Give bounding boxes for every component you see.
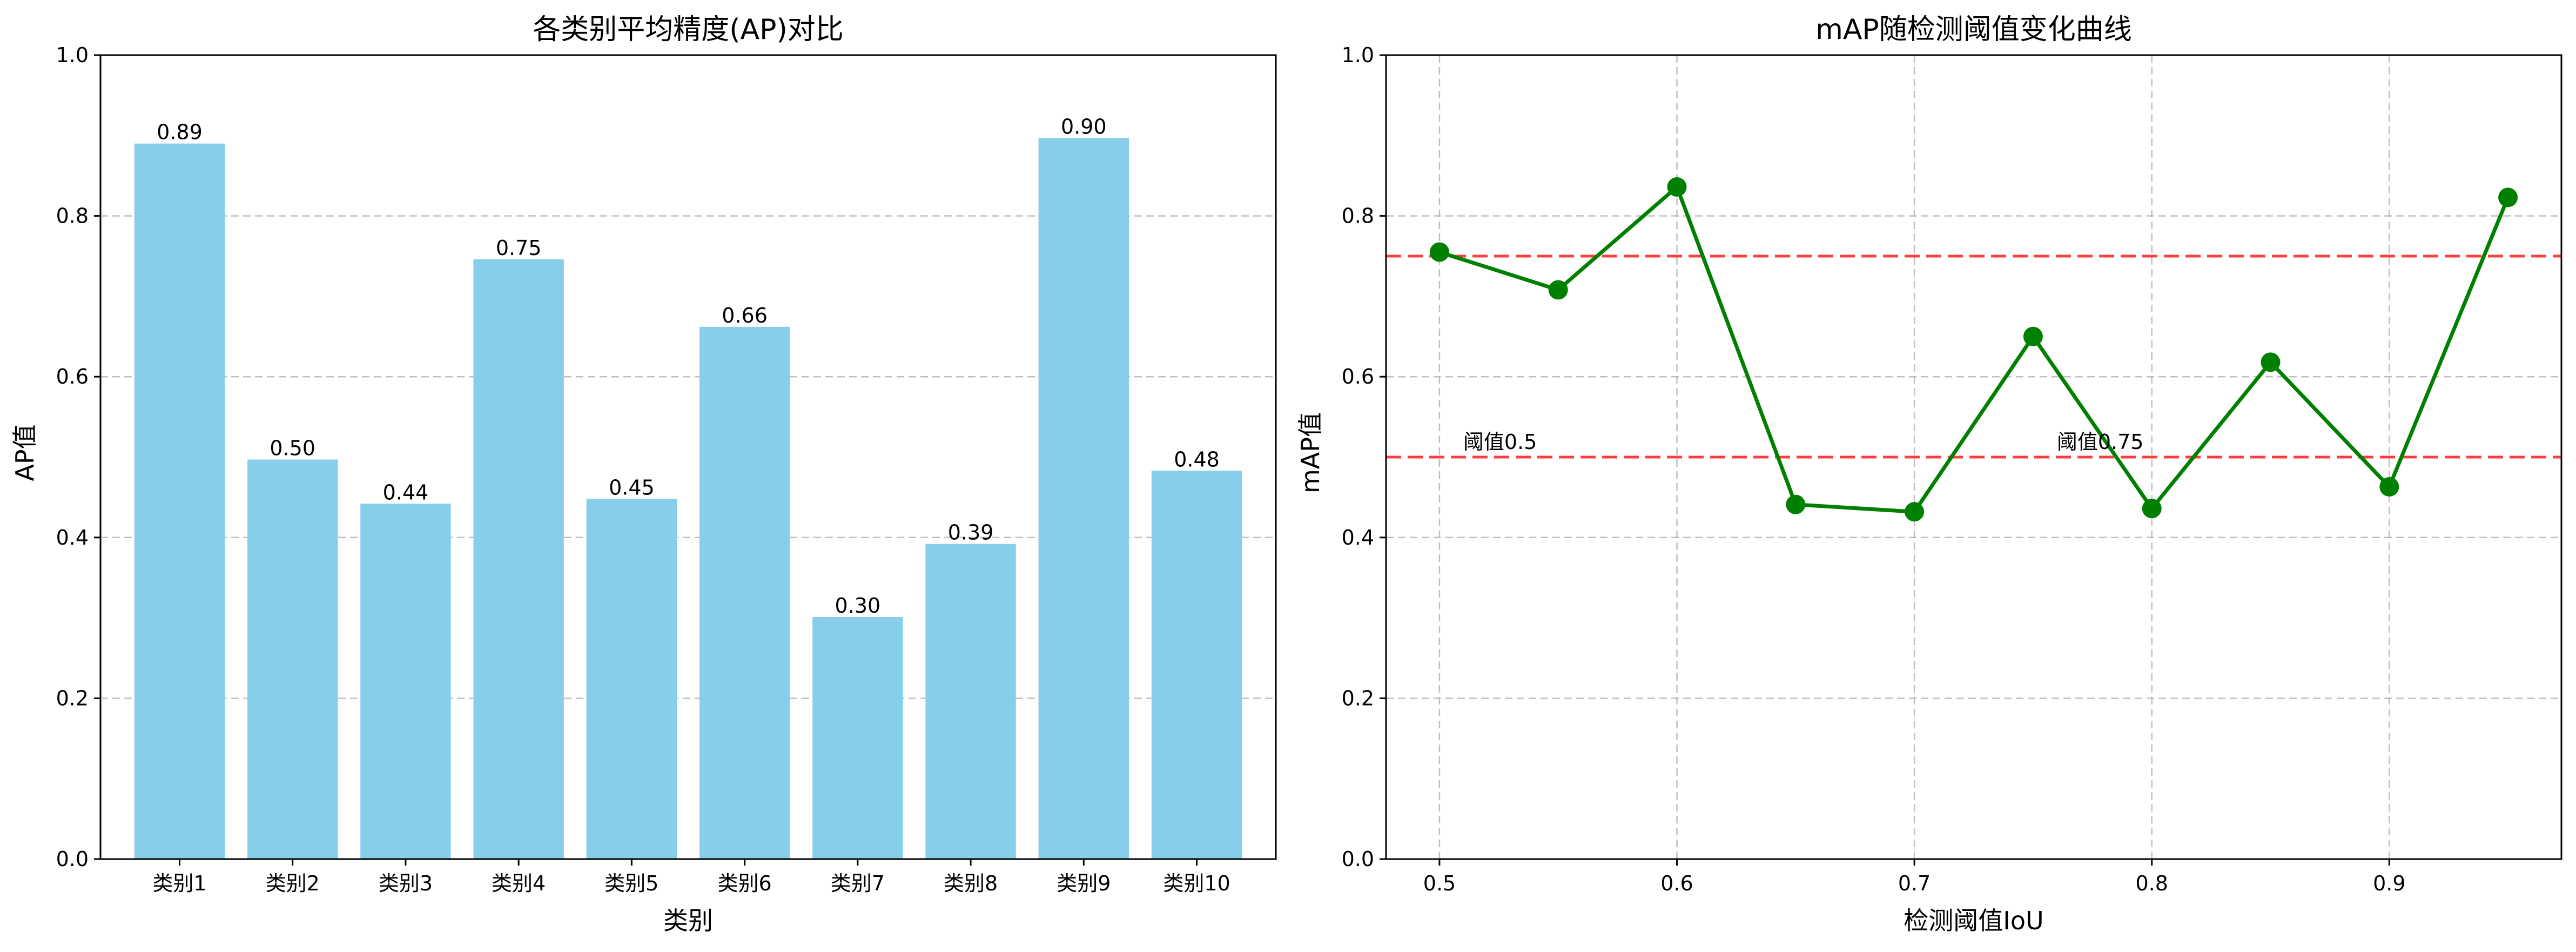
- bar-xtick-label: 类别5: [604, 871, 658, 895]
- line-xtick-label: 0.7: [1898, 871, 1931, 895]
- bar-xtick-label: 类别6: [718, 871, 772, 895]
- bar-ytick-label: 0.2: [56, 686, 89, 710]
- bar: [247, 459, 338, 859]
- bar-xtick-label: 类别1: [152, 871, 206, 895]
- bar-xtick-label: 类别7: [831, 871, 885, 895]
- line-chart-ticks: 0.0 0.2 0.4 0.6 0.8 1.0 0.5 0.6 0.7 0.8 0.9: [1342, 43, 2406, 895]
- map-data-point: [1905, 502, 1925, 522]
- bar-value-label: 0.39: [948, 521, 994, 545]
- bar: [586, 499, 677, 859]
- bar: [134, 143, 225, 860]
- bar-xtick-label: 类别10: [1163, 871, 1230, 895]
- map-data-point: [1548, 280, 1568, 300]
- line-chart-reference-lines: [1386, 254, 2561, 459]
- line-chart-xlabel: 检测阈值IoU: [1904, 906, 2043, 935]
- bar-chart-title: 各类别平均精度(AP)对比: [533, 14, 844, 46]
- bar-ytick-label: 1.0: [56, 43, 89, 67]
- bar-ytick-label: 0.6: [56, 365, 89, 388]
- bar-xtick-label: 类别2: [266, 871, 320, 895]
- ap-bar-chart: 各类别平均精度(AP)对比 类别 AP值 0.89 0.50 0.44 0.75 0.4…: [10, 14, 1277, 935]
- line-xtick-label: 0.9: [2373, 871, 2405, 895]
- line-chart-series: [1429, 177, 2518, 522]
- bar: [812, 617, 903, 859]
- line-ytick-label: 0.8: [1342, 204, 1374, 228]
- map-data-point: [2023, 326, 2043, 346]
- line-ytick-label: 0.0: [1342, 847, 1374, 871]
- bar-ytick-label: 0.4: [56, 526, 89, 549]
- bar-value-label: 0.45: [609, 475, 655, 499]
- line-chart-gridlines: [1386, 55, 2561, 859]
- map-data-point: [2261, 352, 2281, 372]
- bar: [1038, 138, 1129, 859]
- map-series-line: [1438, 185, 2510, 514]
- line-ytick-label: 0.2: [1342, 686, 1374, 710]
- map-data-point: [1429, 242, 1449, 262]
- threshold-annotation: 阈值0.5: [1463, 430, 1537, 454]
- bar-xtick-label: 类别8: [944, 871, 998, 895]
- bar-value-label: 0.66: [722, 304, 768, 327]
- bar-value-label: 0.44: [383, 480, 429, 504]
- line-chart-title: mAP随检测阈值变化曲线: [1815, 14, 2132, 46]
- bar-value-label: 0.75: [496, 236, 542, 260]
- bar-xtick-label: 类别3: [379, 871, 433, 895]
- line-xtick-label: 0.5: [1423, 871, 1456, 895]
- map-data-point: [2379, 477, 2399, 497]
- bar: [1151, 471, 1242, 859]
- bar-value-label: 0.30: [835, 594, 881, 618]
- bar: [925, 544, 1016, 859]
- bar-ytick-label: 0.8: [56, 204, 89, 228]
- bar-ytick-label: 0.0: [56, 847, 89, 871]
- bar-xtick-label: 类别9: [1057, 871, 1111, 895]
- map-data-point: [1786, 494, 1806, 514]
- bar-value-label: 0.48: [1174, 447, 1220, 471]
- map-data-point: [2498, 187, 2518, 207]
- line-chart-ylabel: mAP值: [1296, 412, 1325, 493]
- bar-chart-frame: [99, 54, 1277, 860]
- bar-value-label: 0.50: [270, 436, 315, 460]
- bar-chart-xlabel: 类别: [663, 906, 713, 935]
- line-xtick-label: 0.6: [1660, 871, 1693, 895]
- threshold-annotation: 阈值0.75: [2057, 430, 2144, 454]
- line-ytick-label: 0.6: [1342, 365, 1374, 388]
- line-ytick-label: 0.4: [1342, 526, 1374, 549]
- line-chart-annotations: 阈值0.5 阈值0.75: [1463, 430, 2144, 454]
- bar: [360, 504, 451, 859]
- bar-chart-ylabel: AP值: [10, 424, 39, 481]
- bar-chart-ticks: 0.0 0.2 0.4 0.6 0.8 1.0 类别1 类别2 类别3 类别4 类别5 类别6 类别7 类…: [56, 43, 1230, 895]
- line-ytick-label: 1.0: [1342, 43, 1374, 67]
- bar: [699, 326, 790, 859]
- map-data-point: [2142, 499, 2162, 519]
- bar: [473, 259, 564, 859]
- line-chart-frame: [1385, 54, 2562, 860]
- bar-xtick-label: 类别4: [492, 871, 546, 895]
- line-xtick-label: 0.8: [2135, 871, 2168, 895]
- map-data-point: [1667, 177, 1687, 197]
- bar-value-label: 0.89: [157, 120, 203, 144]
- map-line-chart: mAP随检测阈值变化曲线 检测阈值IoU mAP值 0.00.20.40.60.…: [1296, 14, 2562, 935]
- bar-value-label: 0.90: [1061, 115, 1107, 138]
- bar-chart-bars: 0.89 0.50 0.44 0.75 0.45 0.66 0.30 0.39 0.90 0.48: [134, 115, 1242, 860]
